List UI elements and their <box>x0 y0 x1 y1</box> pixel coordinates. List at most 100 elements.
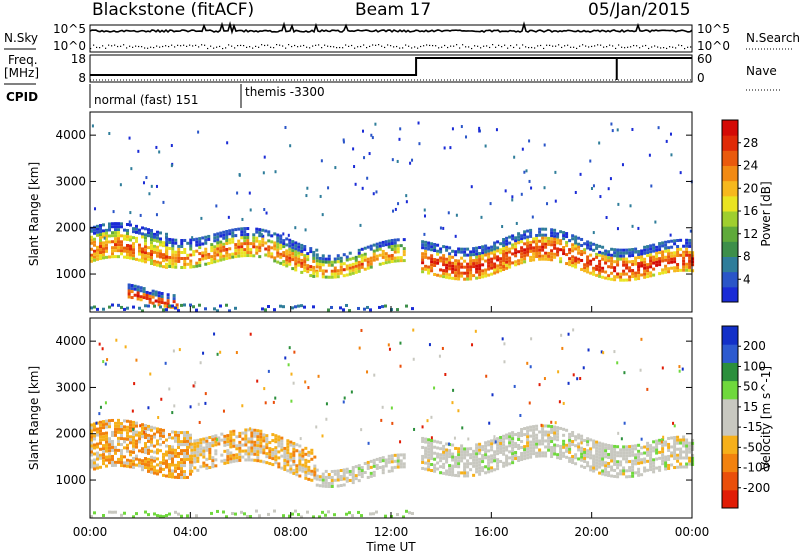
echo-cell <box>405 200 408 204</box>
echo-cell <box>679 456 683 460</box>
echo-cell <box>628 251 632 255</box>
echo-cell <box>655 445 659 449</box>
echo-cell <box>273 232 277 236</box>
echo-cell <box>661 447 665 451</box>
echo-cell <box>202 449 206 453</box>
echo-cell <box>610 453 614 457</box>
echo-cell <box>339 475 343 479</box>
echo-cell <box>363 462 367 466</box>
echo-cell <box>108 446 111 450</box>
echo-cell <box>171 460 174 464</box>
echo-cell <box>144 245 147 249</box>
echo-cell <box>195 308 198 312</box>
echo-cell <box>232 444 236 448</box>
echo-cell <box>640 264 644 268</box>
echo-cell <box>457 277 461 281</box>
echo-cell <box>559 230 563 234</box>
echo-cell <box>286 457 290 461</box>
echo-cell <box>180 431 183 435</box>
echo-cell <box>180 464 183 468</box>
echo-cell <box>199 444 203 448</box>
echo-cell <box>478 276 482 280</box>
echo-cell <box>282 239 286 243</box>
echo-cell <box>544 227 548 231</box>
echo-cell <box>493 268 497 272</box>
echo-cell <box>102 432 105 436</box>
echo-cell <box>327 510 330 514</box>
echo-cell <box>665 139 668 143</box>
echo-cell <box>223 440 227 444</box>
echo-cell <box>455 213 458 217</box>
echo-cell <box>157 303 161 307</box>
echo-cell <box>538 451 542 455</box>
echo-cell <box>129 223 132 227</box>
echo-cell <box>619 272 623 276</box>
echo-cell <box>352 147 355 151</box>
echo-cell <box>451 467 455 471</box>
echo-cell <box>679 171 682 175</box>
echo-cell <box>234 249 238 253</box>
echo-cell <box>354 267 358 271</box>
echo-cell <box>577 436 581 440</box>
echo-cell <box>159 428 162 432</box>
echo-cell <box>172 294 176 298</box>
echo-cell <box>223 449 227 453</box>
echo-cell <box>174 451 177 455</box>
echo-cell <box>451 276 455 280</box>
echo-cell <box>598 259 602 263</box>
echo-cell <box>99 429 102 433</box>
echo-cell <box>484 247 488 251</box>
echo-cell <box>159 249 162 253</box>
echo-cell <box>213 233 217 237</box>
echo-cell <box>129 250 132 254</box>
echo-cell <box>520 234 524 238</box>
echo-cell <box>327 476 331 480</box>
echo-cell <box>289 458 293 462</box>
echo-cell <box>616 466 620 470</box>
echo-cell <box>466 447 470 451</box>
echo-cell <box>616 263 620 267</box>
echo-cell <box>384 464 388 468</box>
echo-cell <box>430 468 434 472</box>
echo-cell <box>532 446 536 450</box>
echo-cell <box>132 435 135 439</box>
echo-cell <box>171 262 175 266</box>
echo-cell <box>155 213 158 217</box>
echo-cell <box>195 249 199 253</box>
echo-cell <box>465 135 468 139</box>
echo-cell <box>634 444 638 448</box>
echo-cell <box>186 457 189 461</box>
echo-cell <box>318 262 322 266</box>
echo-cell <box>592 439 596 443</box>
echo-cell <box>493 271 497 275</box>
echo-cell <box>532 258 536 262</box>
echo-cell <box>463 471 467 475</box>
echo-cell <box>520 192 523 196</box>
echo-cell <box>478 463 482 467</box>
echo-cell <box>342 138 345 142</box>
nsearch-point <box>294 44 296 47</box>
echo-cell <box>159 431 162 435</box>
echo-cell <box>454 464 458 468</box>
echo-cell <box>616 248 620 252</box>
echo-cell <box>160 292 164 296</box>
echo-cell <box>165 258 169 262</box>
echo-cell <box>658 260 662 264</box>
echo-cell <box>481 466 485 470</box>
echo-cell <box>154 293 158 297</box>
echo-cell <box>162 473 165 477</box>
echo-cell <box>279 261 283 265</box>
echo-cell <box>238 440 242 444</box>
nsearch-point <box>528 46 530 49</box>
echo-cell <box>153 459 156 463</box>
echo-cell <box>330 478 334 482</box>
echo-cell <box>292 471 296 475</box>
echo-cell <box>487 449 491 453</box>
echo-cell <box>282 514 285 518</box>
echo-cell <box>273 308 276 312</box>
echo-cell <box>688 459 692 463</box>
echo-cell <box>481 457 485 461</box>
echo-cell <box>231 252 235 256</box>
echo-cell <box>216 253 220 257</box>
echo-cell <box>139 213 142 217</box>
